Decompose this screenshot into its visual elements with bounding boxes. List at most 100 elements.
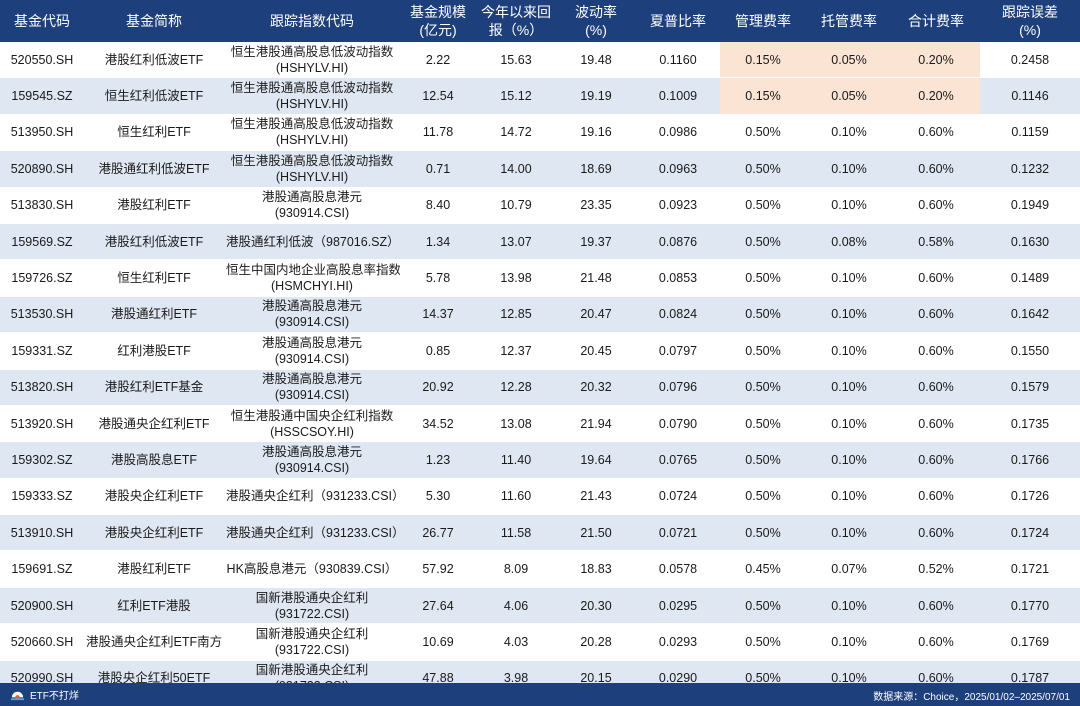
total-fee-cell: 0.60% — [892, 332, 980, 370]
ytd-return-cell: 11.58 — [476, 514, 556, 552]
fund-name-cell: 红利港股ETF — [84, 332, 224, 370]
total-fee-cell: 0.60% — [892, 587, 980, 625]
index-code-cell: 恒生港股通高股息低波动指数 (HSHYLV.HI) — [224, 77, 400, 115]
fund-size-cell: 0.85 — [400, 332, 476, 370]
fund-code-cell: 159691.SZ — [0, 550, 84, 588]
fund-name-cell: 恒生红利低波ETF — [84, 77, 224, 115]
tracking-error-cell: 0.1949 — [980, 187, 1080, 224]
fund-name-cell: 港股红利ETF — [84, 550, 224, 588]
table-row: 159726.SZ 恒生红利ETF 恒生中国内地企业高股息率指数 (HSMCHYI.H… — [0, 259, 1080, 297]
ytd-return-cell: 4.03 — [476, 623, 556, 661]
total-fee-cell: 0.52% — [892, 550, 980, 588]
fund-code-cell: 520900.SH — [0, 587, 84, 625]
index-code-line: 恒生港股通高股息低波动指数 — [230, 44, 394, 59]
tracking-error-cell: 0.1726 — [980, 478, 1080, 516]
volatility-cell: 19.37 — [556, 223, 636, 261]
index-code-line: 国新港股通央企红利 — [255, 663, 369, 678]
mgmt-fee-cell: 0.50% — [720, 623, 806, 661]
index-code-cell: 港股通高股息港元 (930914.CSI) — [224, 441, 400, 479]
fund-size-cell: 0.71 — [400, 150, 476, 188]
fund-size-cell: 20.92 — [400, 369, 476, 406]
tracking-error-cell: 0.1735 — [980, 405, 1080, 443]
table-row: 520660.SH 港股通央企红利ETF南方 国新港股通央企红利 (931722.CS… — [0, 623, 1080, 661]
index-code-cell: 港股通高股息港元 (930914.CSI) — [224, 187, 400, 224]
mgmt-fee-cell: 0.50% — [720, 514, 806, 552]
header-label-line: 跟踪指数代码 — [270, 13, 354, 29]
total-fee-cell: 0.60% — [892, 296, 980, 334]
header-index-code: 跟踪指数代码 — [224, 0, 400, 42]
index-code-line: (930914.CSI) — [274, 388, 350, 403]
index-code-line: (931722.CSI) — [274, 642, 350, 657]
fund-code-cell: 513950.SH — [0, 114, 84, 152]
ytd-return-cell: 13.07 — [476, 223, 556, 261]
volatility-cell: 20.28 — [556, 623, 636, 661]
index-code-line: 恒生港股通中国央企红利指数 — [230, 408, 394, 423]
sharpe-cell: 0.0796 — [636, 369, 720, 406]
header-label-line: 夏普比率 — [650, 13, 706, 29]
ytd-return-cell: 11.60 — [476, 478, 556, 516]
index-code-cell: 恒生港股通高股息低波动指数 (HSHYLV.HI) — [224, 114, 400, 152]
tracking-error-cell: 0.1770 — [980, 587, 1080, 625]
ytd-return-cell: 11.40 — [476, 441, 556, 479]
fund-size-cell: 12.54 — [400, 77, 476, 115]
header-label-line: 托管费率 — [821, 13, 877, 29]
total-fee-cell: 0.20% — [892, 42, 980, 79]
header-label-line: 基金规模 — [410, 4, 466, 20]
ytd-return-cell: 8.09 — [476, 550, 556, 588]
header-label-line: 跟踪误差 — [1002, 4, 1058, 20]
index-code-line: 港股通央企红利（931233.CSI） — [226, 525, 400, 540]
custody-fee-cell: 0.10% — [806, 332, 892, 370]
fund-name-cell: 港股通央企红利ETF南方 — [84, 623, 224, 661]
mgmt-fee-cell: 0.50% — [720, 150, 806, 188]
custody-fee-cell: 0.10% — [806, 587, 892, 625]
table-row: 159569.SZ 港股红利低波ETF 港股通红利低波（987016.SZ） 1.34… — [0, 223, 1080, 261]
custody-fee-cell: 0.10% — [806, 187, 892, 224]
table-row: 520550.SH 港股红利低波ETF 恒生港股通高股息低波动指数 (HSHYLV.H… — [0, 42, 1080, 79]
volatility-cell: 21.50 — [556, 514, 636, 552]
index-code-cell: 国新港股通央企红利(931722.CSI) — [224, 587, 400, 625]
fund-size-cell: 2.22 — [400, 42, 476, 79]
tracking-error-cell: 0.2458 — [980, 42, 1080, 79]
index-code-line: (HSMCHYI.HI) — [271, 279, 353, 294]
index-code-line: (930914.CSI) — [274, 315, 350, 330]
total-fee-cell: 0.60% — [892, 405, 980, 443]
custody-fee-cell: 0.08% — [806, 223, 892, 261]
sharpe-cell: 0.0293 — [636, 623, 720, 661]
data-source-note: 数据来源：Choice，2025/01/02–2025/07/01 — [873, 692, 1070, 703]
index-code-line: 港股通高股息港元 — [261, 372, 362, 387]
fund-code-cell: 159331.SZ — [0, 332, 84, 370]
header-label-line: (亿元) — [419, 22, 457, 38]
table-row: 513820.SH 港股红利ETF基金 港股通高股息港元 (930914.CSI) 20… — [0, 369, 1080, 406]
index-code-line: (930914.CSI) — [274, 460, 350, 475]
tracking-error-cell: 0.1630 — [980, 223, 1080, 261]
mgmt-fee-cell: 0.50% — [720, 114, 806, 152]
fund-name-cell: 恒生红利ETF — [84, 259, 224, 297]
header-sharpe: 夏普比率 — [636, 0, 720, 42]
custody-fee-cell: 0.10% — [806, 405, 892, 443]
fund-name-cell: 红利ETF港股 — [84, 587, 224, 625]
index-code-cell: 恒生港股通中国央企红利指数 (HSSCSOY.HI) — [224, 405, 400, 443]
fund-code-cell: 159545.SZ — [0, 77, 84, 115]
header-total-fee: 合计费率 — [892, 0, 980, 42]
sharpe-cell: 0.0790 — [636, 405, 720, 443]
ytd-return-cell: 15.12 — [476, 77, 556, 115]
header-label-line: 今年以来回 — [481, 4, 551, 20]
fund-size-cell: 14.37 — [400, 296, 476, 334]
index-code-line: 国新港股通央企红利 — [255, 590, 369, 605]
footer-bar: ETF不打烊 数据来源：Choice，2025/01/02–2025/07/01 — [0, 683, 1080, 706]
fund-name-cell: 恒生红利ETF — [84, 114, 224, 152]
fund-name-cell: 港股红利ETF — [84, 187, 224, 224]
fund-code-cell: 513910.SH — [0, 514, 84, 552]
mgmt-fee-cell: 0.50% — [720, 369, 806, 406]
sharpe-cell: 0.0721 — [636, 514, 720, 552]
table-row: 159333.SZ 港股央企红利ETF 港股通央企红利（931233.CSI） 5.3… — [0, 478, 1080, 516]
volatility-cell: 19.64 — [556, 441, 636, 479]
mgmt-fee-cell: 0.50% — [720, 587, 806, 625]
mgmt-fee-cell: 0.45% — [720, 550, 806, 588]
header-fund-name: 基金简称 — [84, 0, 224, 42]
volatility-cell: 21.43 — [556, 478, 636, 516]
sharpe-cell: 0.0986 — [636, 114, 720, 152]
volatility-cell: 23.35 — [556, 187, 636, 224]
fund-code-cell: 520550.SH — [0, 42, 84, 79]
